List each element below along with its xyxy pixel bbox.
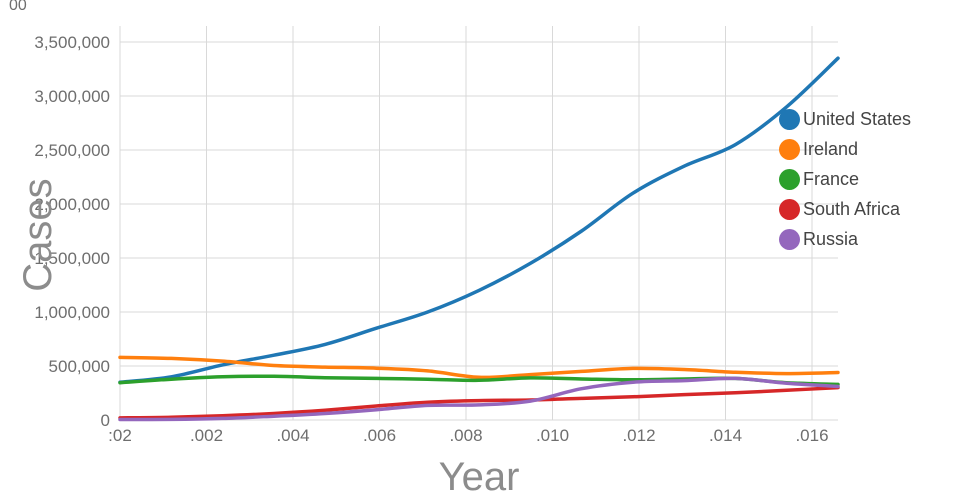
legend-label: United States bbox=[803, 108, 912, 129]
y-tick-label: 0 bbox=[101, 411, 110, 430]
legend-item-south-africa[interactable]: South Africa bbox=[779, 194, 911, 224]
x-tick-label: .004 bbox=[276, 426, 309, 445]
legend-marker-icon bbox=[779, 198, 800, 220]
series-line-south-africa bbox=[118, 385, 840, 420]
legend-item-russia[interactable]: Russia bbox=[779, 224, 911, 254]
y-axis-title: Cases bbox=[16, 178, 60, 292]
x-tick-label: .014 bbox=[709, 426, 742, 445]
y-axis-tick-labels: 0 500,000 1,000,000 1,500,000 2,000,000 2,500… bbox=[34, 33, 110, 430]
legend: United States Ireland France South Africa Ru… bbox=[779, 104, 911, 254]
legend-label: France bbox=[803, 168, 860, 189]
legend-item-united-states[interactable]: United States bbox=[779, 104, 911, 134]
legend-marker-icon bbox=[779, 228, 800, 250]
x-tick-label: :02 bbox=[108, 426, 132, 445]
y-tick-label: 3,000,000 bbox=[34, 87, 110, 106]
y-tick-label: 1,500,000 bbox=[34, 249, 110, 268]
series-lines bbox=[118, 56, 840, 422]
series-line-united-states bbox=[118, 56, 840, 384]
legend-label: Ireland bbox=[803, 138, 859, 159]
legend-label: South Africa bbox=[803, 198, 901, 219]
legend-marker-icon bbox=[779, 138, 800, 160]
y-tick-label: 3,500,000 bbox=[34, 33, 110, 52]
y-tick-label: 2,500,000 bbox=[34, 141, 110, 160]
legend-item-france[interactable]: France bbox=[779, 164, 911, 194]
series-line-russia bbox=[118, 376, 840, 422]
legend-marker-icon bbox=[779, 108, 800, 130]
clipped-tick-label: 00 bbox=[9, 0, 27, 14]
x-tick-label: .006 bbox=[363, 426, 396, 445]
x-axis-tick-labels: :02 .002 .004 .006 .008 .010 .012 .014 .016 bbox=[108, 426, 828, 445]
x-tick-label: .010 bbox=[536, 426, 569, 445]
x-tick-label: .002 bbox=[190, 426, 223, 445]
x-axis-title: Year bbox=[438, 455, 520, 499]
legend-item-ireland[interactable]: Ireland bbox=[779, 134, 911, 164]
legend-marker-icon bbox=[779, 168, 800, 190]
series-line-ireland bbox=[118, 355, 840, 380]
y-tick-label: 1,000,000 bbox=[34, 303, 110, 322]
y-tick-label: 2,000,000 bbox=[34, 195, 110, 214]
y-tick-label: 500,000 bbox=[49, 357, 110, 376]
x-tick-label: .008 bbox=[449, 426, 482, 445]
x-tick-label: .012 bbox=[622, 426, 655, 445]
x-tick-label: .016 bbox=[795, 426, 828, 445]
gridlines bbox=[119, 26, 838, 421]
legend-label: Russia bbox=[803, 228, 859, 249]
